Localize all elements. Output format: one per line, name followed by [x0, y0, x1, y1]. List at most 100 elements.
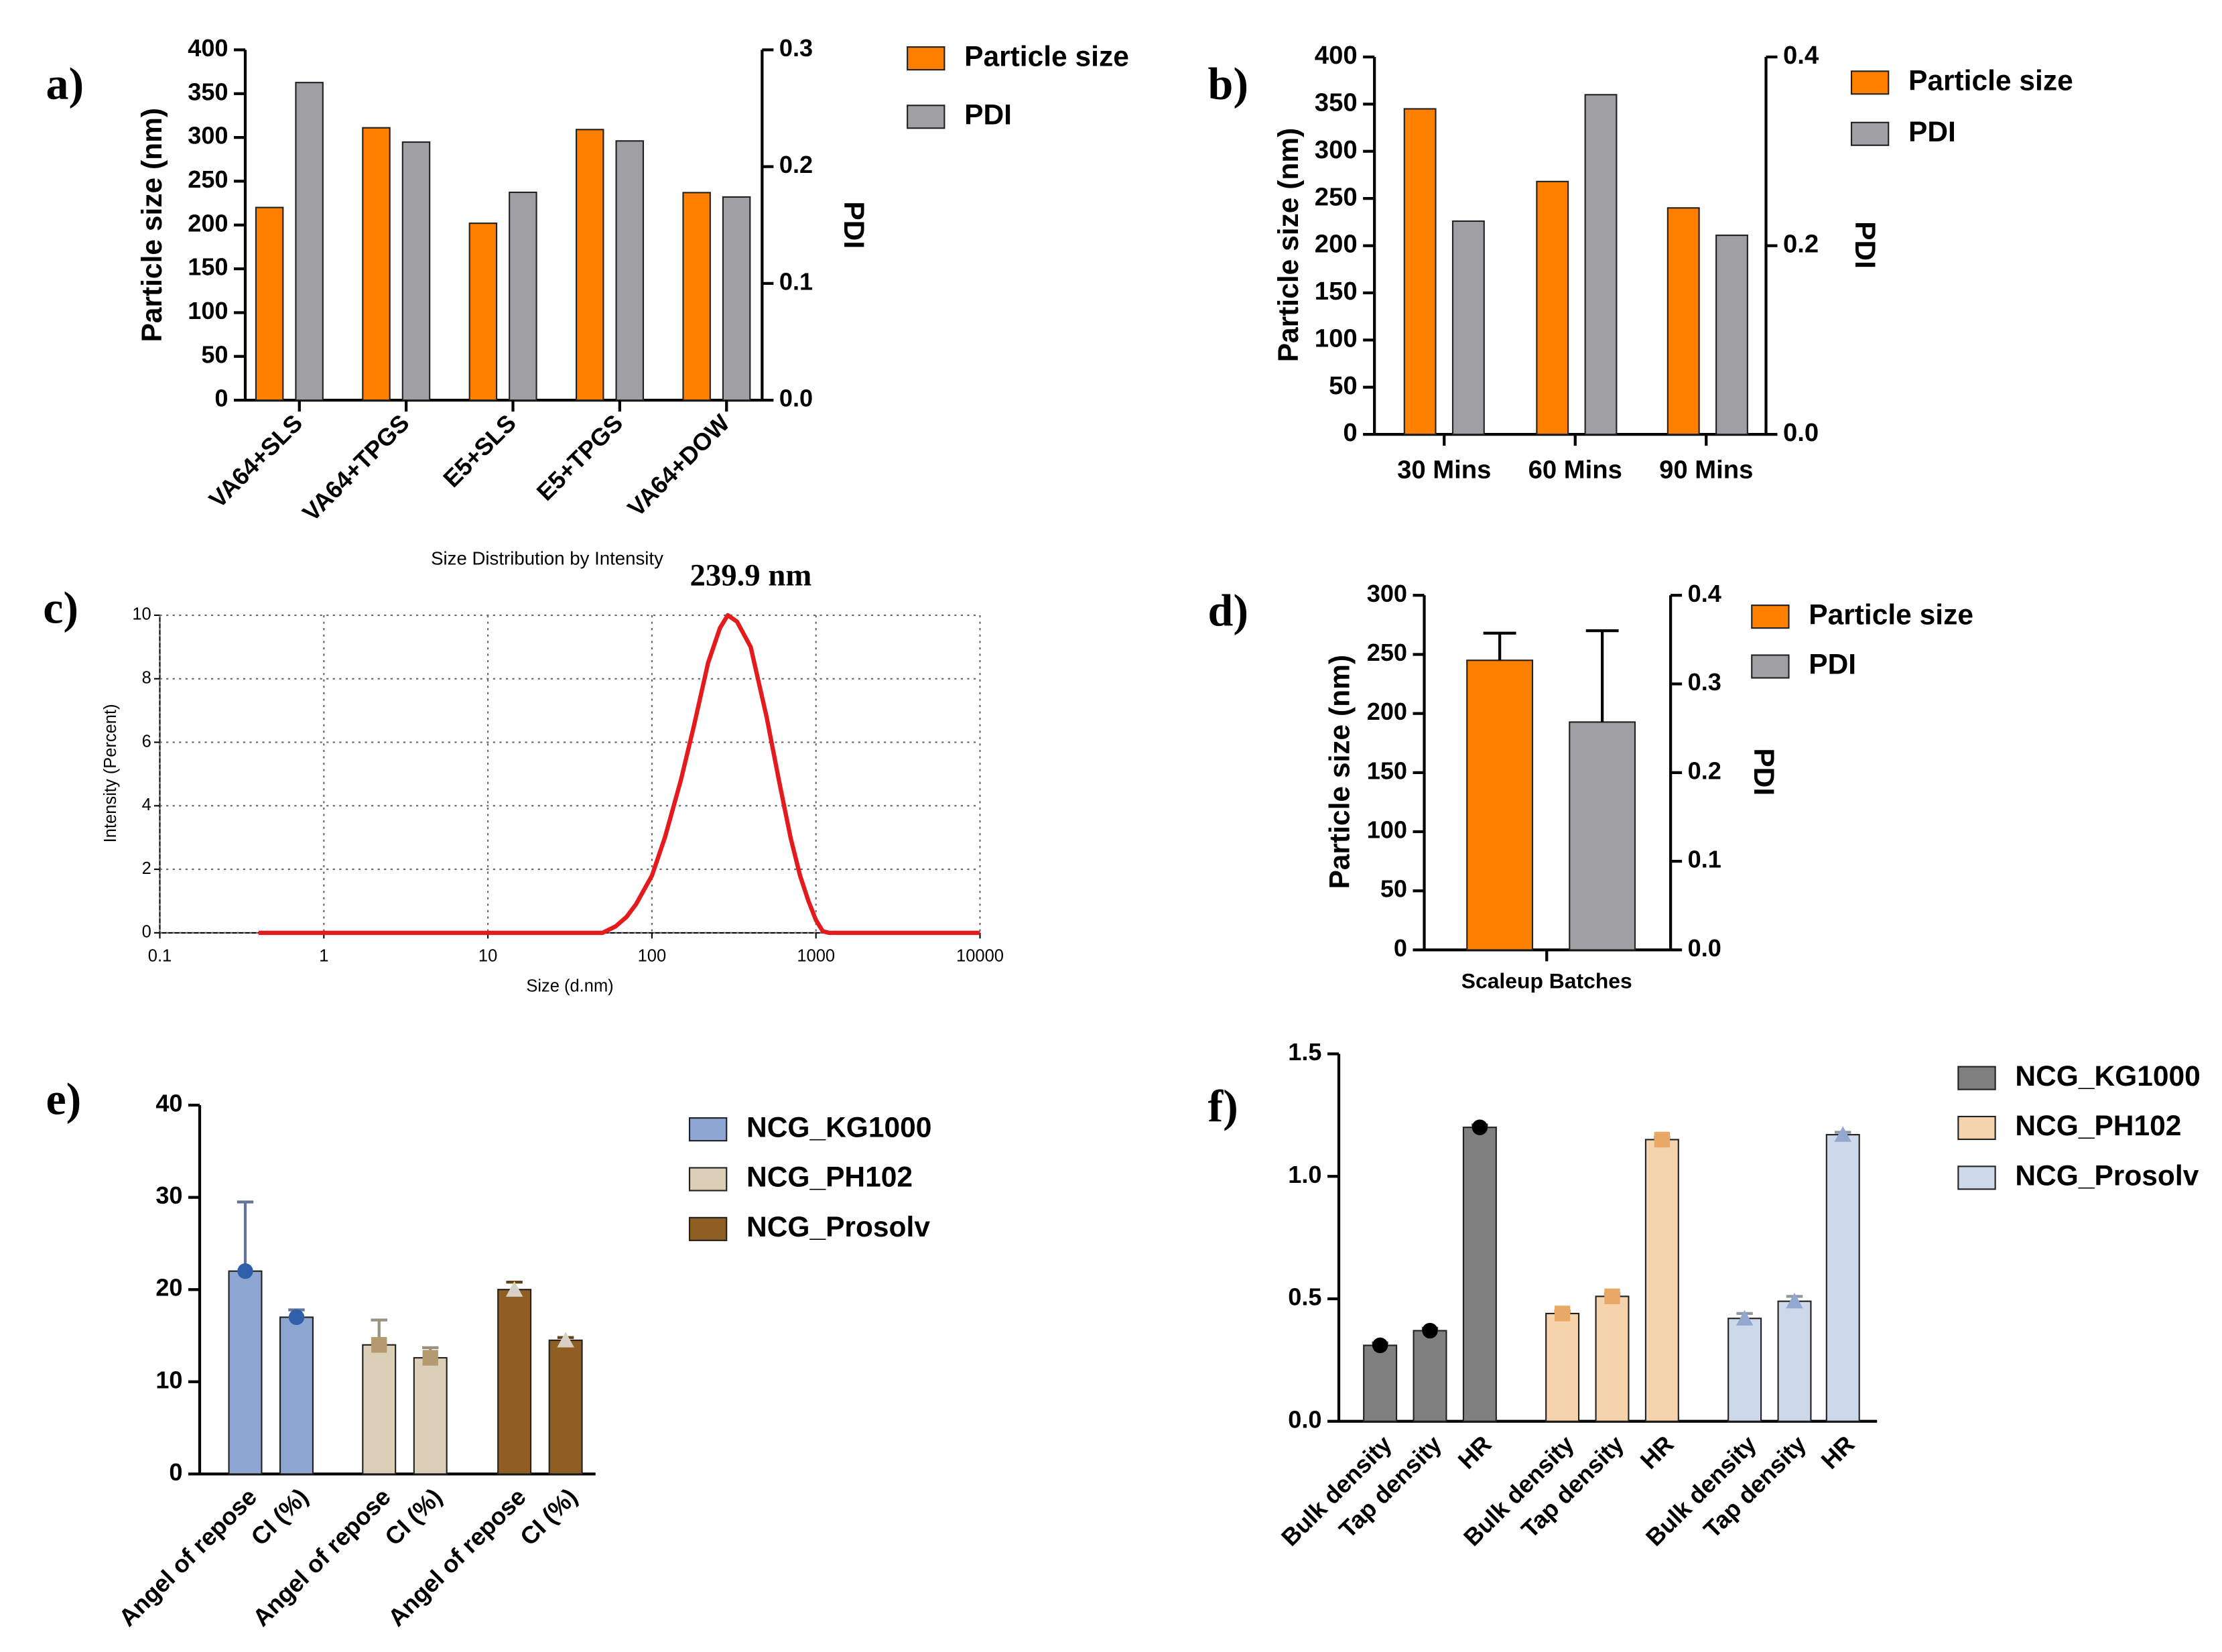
annotation: 239.9 nm — [690, 558, 811, 592]
error-bar — [237, 1200, 254, 1271]
x-tick-label: 60 Mins — [1528, 455, 1622, 484]
y2-tick-label: 0.2 — [779, 151, 813, 178]
y-tick-label: 0 — [142, 923, 151, 942]
x-tick-label: VA64+SLS — [204, 409, 308, 513]
y2-tick-label: 0.4 — [1783, 41, 1819, 70]
bar — [228, 1270, 263, 1475]
y-tick-label: 400 — [1315, 41, 1358, 70]
bar — [548, 1339, 583, 1475]
legend-label: NCG_Prosolv — [2015, 1161, 2199, 1192]
y-axis-label: Intensity (Percent) — [101, 704, 120, 842]
bar — [509, 191, 537, 401]
y-axis-label: Particle size (nm) — [1273, 128, 1305, 363]
bar — [576, 129, 604, 401]
marker — [505, 1281, 523, 1297]
y-tick-label: 350 — [188, 78, 228, 105]
y2-tick-label: 0.0 — [1688, 934, 1721, 962]
y2-tick-label: 0.4 — [1688, 580, 1721, 607]
x-tick-label: VA64+TPGS — [297, 409, 414, 526]
y2-axis-label: PDI — [1849, 221, 1880, 269]
x-tick-label: VA64+DOW — [622, 409, 735, 522]
marker — [1604, 1288, 1620, 1305]
y-tick-label: 250 — [188, 166, 228, 193]
bar — [1715, 235, 1748, 436]
x-tick-label: Angel of repose — [247, 1483, 396, 1632]
marker — [1472, 1119, 1488, 1135]
y2-tick-label: 0.3 — [1688, 668, 1721, 696]
y-tick-label: 50 — [1380, 875, 1407, 903]
legend-swatch — [688, 1167, 728, 1192]
y-tick-label: 2 — [142, 859, 151, 878]
y-tick-label: 1.0 — [1288, 1161, 1321, 1188]
y-tick-label: 250 — [1315, 182, 1358, 211]
bar — [468, 223, 498, 401]
legend-swatch — [907, 46, 945, 71]
bar — [1777, 1300, 1812, 1422]
legend-swatch — [1850, 121, 1890, 146]
x-tick-label: CI (%) — [245, 1483, 313, 1551]
marker — [1736, 1310, 1754, 1326]
bar — [362, 1344, 397, 1475]
legend-swatch — [688, 1117, 728, 1142]
x-tick-label: 100 — [638, 947, 667, 966]
bar — [722, 196, 751, 401]
legend-label: NCG_PH102 — [746, 1162, 913, 1194]
line — [258, 613, 980, 936]
y2-tick-label: 0.1 — [1688, 846, 1721, 873]
x-tick-label: 10000 — [956, 947, 1004, 966]
bar — [1363, 1344, 1398, 1422]
bar — [362, 127, 391, 401]
y-tick-label: 300 — [188, 122, 228, 149]
marker — [1422, 1322, 1438, 1339]
y-tick-label: 50 — [201, 340, 228, 368]
bar — [1569, 721, 1636, 951]
bar — [1403, 108, 1437, 436]
bar — [1644, 1139, 1679, 1422]
y-tick-label: 50 — [1329, 371, 1358, 400]
legend-swatch — [1751, 605, 1790, 629]
bar — [1462, 1127, 1497, 1422]
y-tick-label: 40 — [155, 1090, 182, 1117]
x-tick-label: HR — [1635, 1430, 1679, 1474]
y-tick-label: 150 — [188, 253, 228, 281]
x-tick-label: Angel of repose — [113, 1483, 262, 1632]
bar — [255, 206, 284, 401]
x-tick-label: 1 — [319, 947, 328, 966]
bar — [1536, 180, 1569, 436]
y-tick-label: 250 — [1367, 639, 1407, 666]
bar — [682, 192, 711, 401]
x-tick-label: CI (%) — [379, 1483, 447, 1551]
bar — [1584, 94, 1618, 436]
y-tick-label: 300 — [1315, 135, 1358, 164]
x-tick-label: CI (%) — [515, 1483, 582, 1551]
y-tick-label: 350 — [1315, 88, 1358, 117]
x-axis-label: Size (d.nm) — [526, 976, 613, 995]
error-bar — [1585, 629, 1619, 722]
y-tick-label: 0.0 — [1288, 1405, 1321, 1433]
error-bar — [1483, 631, 1516, 661]
y-tick-label: 20 — [155, 1274, 182, 1301]
marker — [1786, 1292, 1803, 1309]
y2-tick-label: 0.0 — [1783, 418, 1819, 447]
marker — [422, 1350, 438, 1366]
y-tick-label: 100 — [1367, 816, 1407, 844]
bar — [1727, 1318, 1762, 1422]
y-tick-label: 0 — [1343, 418, 1357, 447]
legend-label: NCG_KG1000 — [2015, 1061, 2200, 1092]
panel-label: c) — [43, 582, 78, 633]
x-tick-label: 30 Mins — [1397, 455, 1491, 484]
bar — [615, 140, 644, 401]
bar — [1666, 207, 1700, 436]
y-tick-label: 200 — [1367, 698, 1407, 725]
panel-label: d) — [1208, 585, 1248, 636]
y-tick-label: 150 — [1315, 277, 1358, 306]
panel-label: e) — [46, 1073, 82, 1124]
bar — [1413, 1330, 1447, 1422]
legend-swatch — [1957, 1066, 1996, 1090]
legend-label: PDI — [1908, 117, 1956, 148]
y-axis-label: Particle size (nm) — [137, 108, 168, 342]
bar — [1595, 1295, 1630, 1422]
x-tick-label: 1000 — [797, 947, 835, 966]
